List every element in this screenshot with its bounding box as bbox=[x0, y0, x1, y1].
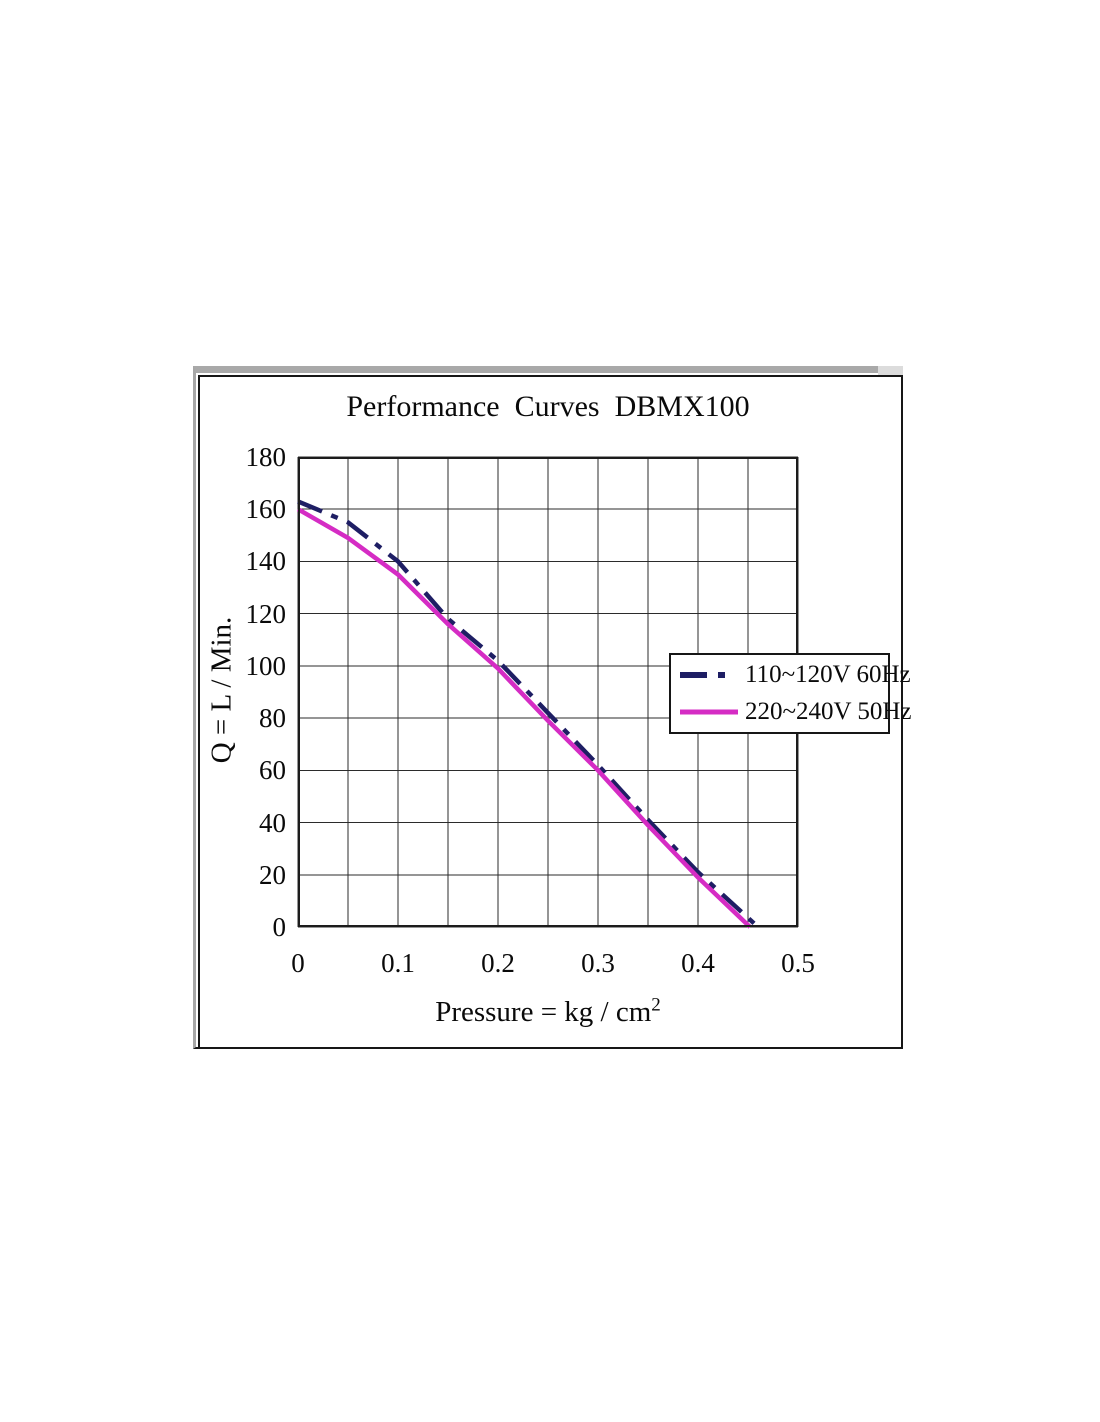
y-tick-label: 80 bbox=[259, 703, 286, 734]
x-axis-title: Pressure = kg / cm2 bbox=[298, 994, 798, 1029]
x-tick-label: 0.2 bbox=[481, 948, 515, 978]
y-tick-label: 0 bbox=[272, 912, 287, 942]
x-tick-label: 0.3 bbox=[581, 948, 615, 978]
x-tick-label: 0.1 bbox=[381, 948, 415, 978]
legend-label-50hz: 220~240V 50Hz bbox=[745, 698, 912, 725]
y-axis-title: Q = L / Min. bbox=[205, 616, 238, 764]
x-axis-title-exponent: 2 bbox=[651, 994, 661, 1016]
y-tick-label: 160 bbox=[245, 494, 287, 525]
y-tick-label: 60 bbox=[259, 755, 286, 786]
y-tick-label: 140 bbox=[245, 546, 287, 577]
solid-line-sample-icon bbox=[680, 709, 738, 715]
chart-title: Performance Curves DBMX100 bbox=[346, 390, 750, 423]
x-axis-title-text: Pressure = kg / cm bbox=[435, 996, 652, 1028]
legend-label-60hz: 110~120V 60Hz bbox=[745, 661, 911, 688]
x-tick-label: 0 bbox=[291, 948, 305, 978]
chart-frame-inner-border bbox=[198, 375, 901, 1047]
x-tick-label: 0.4 bbox=[681, 948, 715, 978]
x-tick-label: 0.5 bbox=[781, 948, 815, 978]
y-tick-label: 20 bbox=[259, 859, 286, 890]
y-tick-label: 180 bbox=[245, 442, 287, 472]
legend: 110~120V 60Hz 220~240V 50Hz bbox=[669, 653, 912, 734]
dashed-line-sample-icon bbox=[680, 672, 738, 678]
y-tick-label: 40 bbox=[259, 807, 286, 838]
y-tick-label: 100 bbox=[245, 650, 287, 681]
y-tick-label: 120 bbox=[245, 598, 287, 629]
legend-entry-60hz: 110~120V 60Hz bbox=[678, 658, 911, 692]
legend-entry-50hz: 220~240V 50Hz bbox=[678, 695, 912, 729]
frame-corner-highlight bbox=[878, 366, 903, 375]
